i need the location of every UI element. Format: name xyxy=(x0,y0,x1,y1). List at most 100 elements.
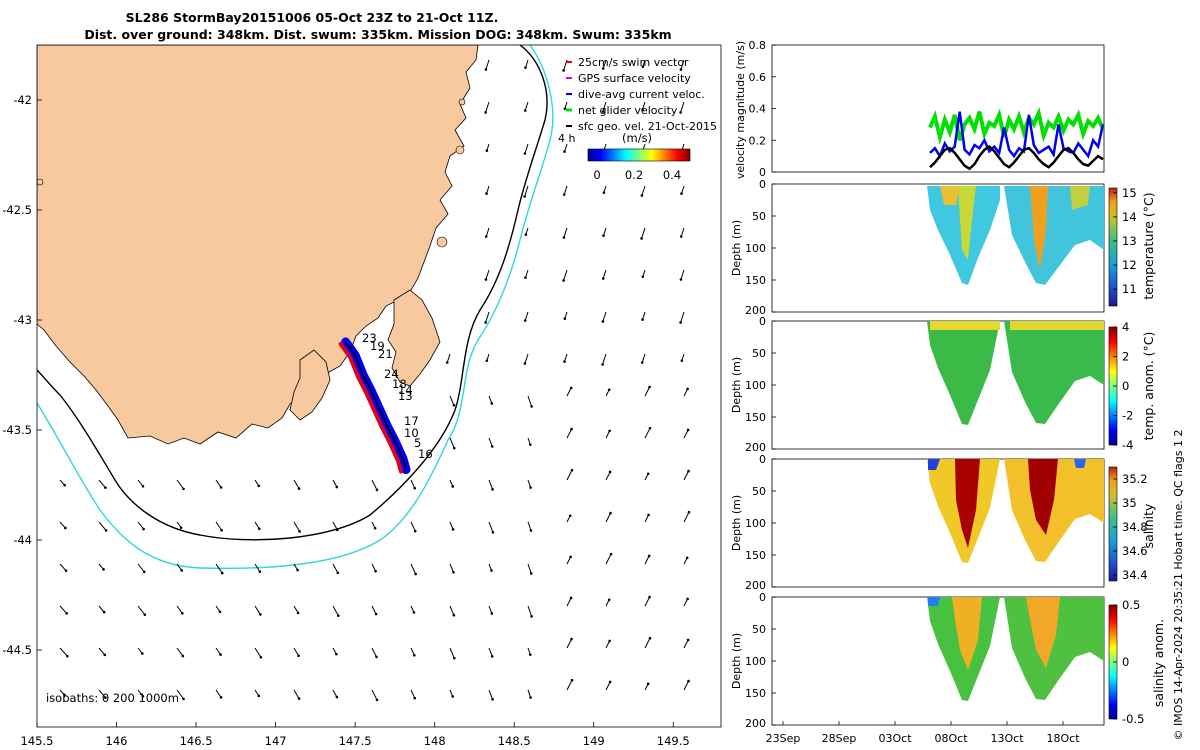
sfc-vector-head xyxy=(687,679,690,683)
sfc-vector-head xyxy=(180,569,184,572)
sfc-vector-head xyxy=(63,483,66,487)
track-label: 24 xyxy=(384,367,399,381)
map-y-tick: -42 xyxy=(13,93,32,107)
sfc-vector-head xyxy=(524,233,528,236)
sfc-vector-head xyxy=(104,529,108,532)
sfc-vector-head xyxy=(452,613,456,617)
sfc-vector xyxy=(566,387,572,397)
speed-tick: 0.4 xyxy=(663,168,681,182)
section-y-tick: 200 xyxy=(745,717,766,730)
sfc-vector-head xyxy=(647,554,651,558)
sfc-vector-head xyxy=(451,485,455,488)
sfc-vector xyxy=(524,101,529,111)
track-swim xyxy=(338,342,403,474)
island xyxy=(37,178,44,186)
sfc-vector xyxy=(605,512,611,523)
sfc-vector-head xyxy=(524,276,527,279)
sfc-vector xyxy=(642,311,646,320)
sfc-vector xyxy=(371,479,378,491)
sfc-vector-head xyxy=(641,318,644,321)
sfc-vector-head xyxy=(609,552,613,556)
sfc-vector-head xyxy=(102,610,106,614)
sfc-vector xyxy=(449,521,454,530)
velocity-series-1 xyxy=(929,111,1105,159)
speed-colorbar xyxy=(587,148,691,162)
sfc-vector-head xyxy=(142,527,145,531)
cb-tick: 15 xyxy=(1122,186,1137,200)
section-y-tick: 150 xyxy=(745,411,766,424)
legend-net: net glider velocity xyxy=(578,104,678,117)
sfc-vector-head xyxy=(336,571,340,575)
section-y-tick: 50 xyxy=(752,210,766,223)
sfc-vector-head xyxy=(608,680,612,684)
temperature-field xyxy=(927,186,1104,285)
sfc-vector xyxy=(485,311,490,323)
salinity-anomaly-cblabel: salinity anom. xyxy=(1151,619,1166,707)
isobath-1000 xyxy=(37,45,554,570)
map-x-tick: 147.5 xyxy=(339,734,372,748)
sfc-vector xyxy=(293,479,300,489)
sfc-vector-head xyxy=(491,530,495,534)
sfc-vector xyxy=(98,689,106,698)
sfc-vector-head xyxy=(335,652,338,656)
land-tasmania xyxy=(37,45,479,445)
sfc-vector-head xyxy=(601,110,605,113)
tanom-right xyxy=(1004,321,1104,424)
sfc-vector xyxy=(485,269,490,280)
cb-tick: 35 xyxy=(1122,496,1137,510)
sfc-vector-head xyxy=(523,152,527,155)
section-panels xyxy=(771,183,1118,726)
section-y-tick: 200 xyxy=(745,441,766,454)
section-y-tick: 0 xyxy=(759,315,766,328)
sfc-vector xyxy=(524,311,529,321)
sfc-vector xyxy=(293,521,301,532)
sfc-vector-head xyxy=(601,363,604,366)
track-label: 21 xyxy=(378,347,393,361)
time-axis: 23Sep 28Sep 03Oct 08Oct 13Oct 18Oct xyxy=(766,721,1080,745)
sfc-vector-head xyxy=(484,321,487,324)
sfc-vector-head xyxy=(528,653,532,656)
sfc-vector-head xyxy=(485,359,489,362)
sfc-vector-head xyxy=(257,527,261,531)
section-y-tick: 100 xyxy=(745,379,766,392)
sfc-vector-head xyxy=(452,403,456,407)
sfc-vector xyxy=(602,353,607,365)
sfc-vector-head xyxy=(296,611,300,615)
sfc-vector-head xyxy=(445,361,449,364)
time-tick: 18Oct xyxy=(1046,732,1080,745)
sfc-vector-head xyxy=(296,568,299,572)
sfc-vector-head xyxy=(104,696,107,699)
sfc-vector xyxy=(566,428,572,439)
colorbar-ticks: 11 12 13 14 15 -4 -2 0 2 4 34.4 34.6 34.8 35 35.2 -0.5 0… xyxy=(1113,186,1148,726)
sfc-vector-head xyxy=(335,695,339,699)
map-x-tick: 148.5 xyxy=(498,734,531,748)
track-label: 23 xyxy=(362,331,377,345)
sfc-vector xyxy=(602,101,607,112)
sfc-vector-head xyxy=(259,613,262,616)
map-y-tick: -43 xyxy=(13,313,32,327)
sfc-vector xyxy=(486,185,490,194)
sfc-vector xyxy=(641,185,646,196)
island xyxy=(436,236,448,248)
map-x-tick: 149 xyxy=(583,734,605,748)
sfc-vector-head xyxy=(608,639,611,643)
sfc-vector xyxy=(680,59,685,70)
sfc-vector-head xyxy=(648,595,651,599)
temp-warm-strip xyxy=(958,186,976,260)
sfc-vector-head xyxy=(648,385,651,389)
time-tick: 08Oct xyxy=(934,732,968,745)
sfc-vector xyxy=(683,470,689,481)
sanom-right xyxy=(1004,597,1104,700)
sfc-vector xyxy=(566,469,573,481)
sfc-vector xyxy=(449,437,455,449)
sfc-vector xyxy=(215,521,223,531)
velocity-lines xyxy=(928,106,1105,171)
sfc-vector xyxy=(527,479,532,488)
sfc-vector-head xyxy=(563,360,566,363)
section-y-ticks: 0 50 100 150 200 Depth (m) 0 50 100 150 200 Depth (… xyxy=(730,178,776,730)
sfc-vector xyxy=(488,479,494,490)
sfc-vector-head xyxy=(490,402,494,405)
sfc-vector xyxy=(644,637,651,649)
